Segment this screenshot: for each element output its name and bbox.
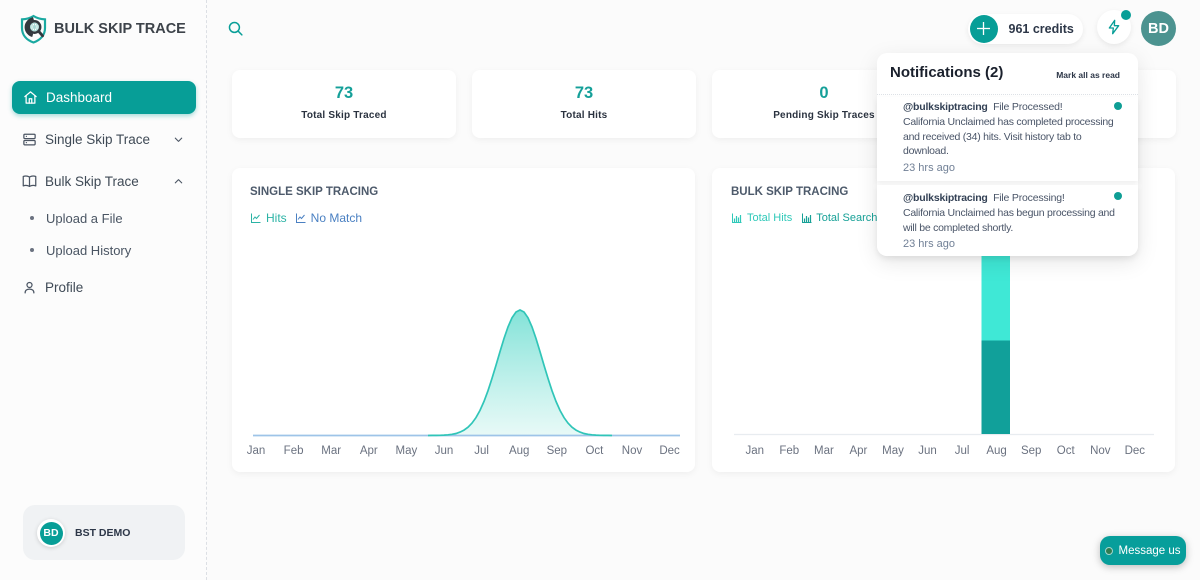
svg-text:Nov: Nov bbox=[1090, 445, 1111, 457]
svg-text:Mar: Mar bbox=[814, 445, 834, 457]
svg-text:Jun: Jun bbox=[918, 445, 937, 457]
svg-text:May: May bbox=[882, 445, 904, 457]
svg-text:Sep: Sep bbox=[1021, 445, 1041, 457]
svg-text:Dec: Dec bbox=[659, 445, 680, 457]
svg-text:Mar: Mar bbox=[321, 445, 341, 457]
svg-text:Apr: Apr bbox=[849, 445, 867, 457]
svg-text:May: May bbox=[396, 445, 418, 457]
svg-text:Jan: Jan bbox=[746, 445, 765, 457]
svg-text:Dec: Dec bbox=[1125, 445, 1146, 457]
svg-text:Oct: Oct bbox=[585, 445, 604, 457]
svg-text:Aug: Aug bbox=[509, 445, 529, 457]
svg-text:Jan: Jan bbox=[247, 445, 266, 457]
svg-text:Aug: Aug bbox=[986, 445, 1006, 457]
svg-text:Sep: Sep bbox=[547, 445, 567, 457]
svg-text:Nov: Nov bbox=[622, 445, 643, 457]
svg-text:Feb: Feb bbox=[779, 445, 799, 457]
svg-text:Jul: Jul bbox=[474, 445, 489, 457]
svg-text:Jul: Jul bbox=[955, 445, 970, 457]
svg-text:Feb: Feb bbox=[284, 445, 304, 457]
svg-text:Oct: Oct bbox=[1057, 445, 1076, 457]
svg-text:Jun: Jun bbox=[435, 445, 454, 457]
svg-text:Apr: Apr bbox=[360, 445, 378, 457]
